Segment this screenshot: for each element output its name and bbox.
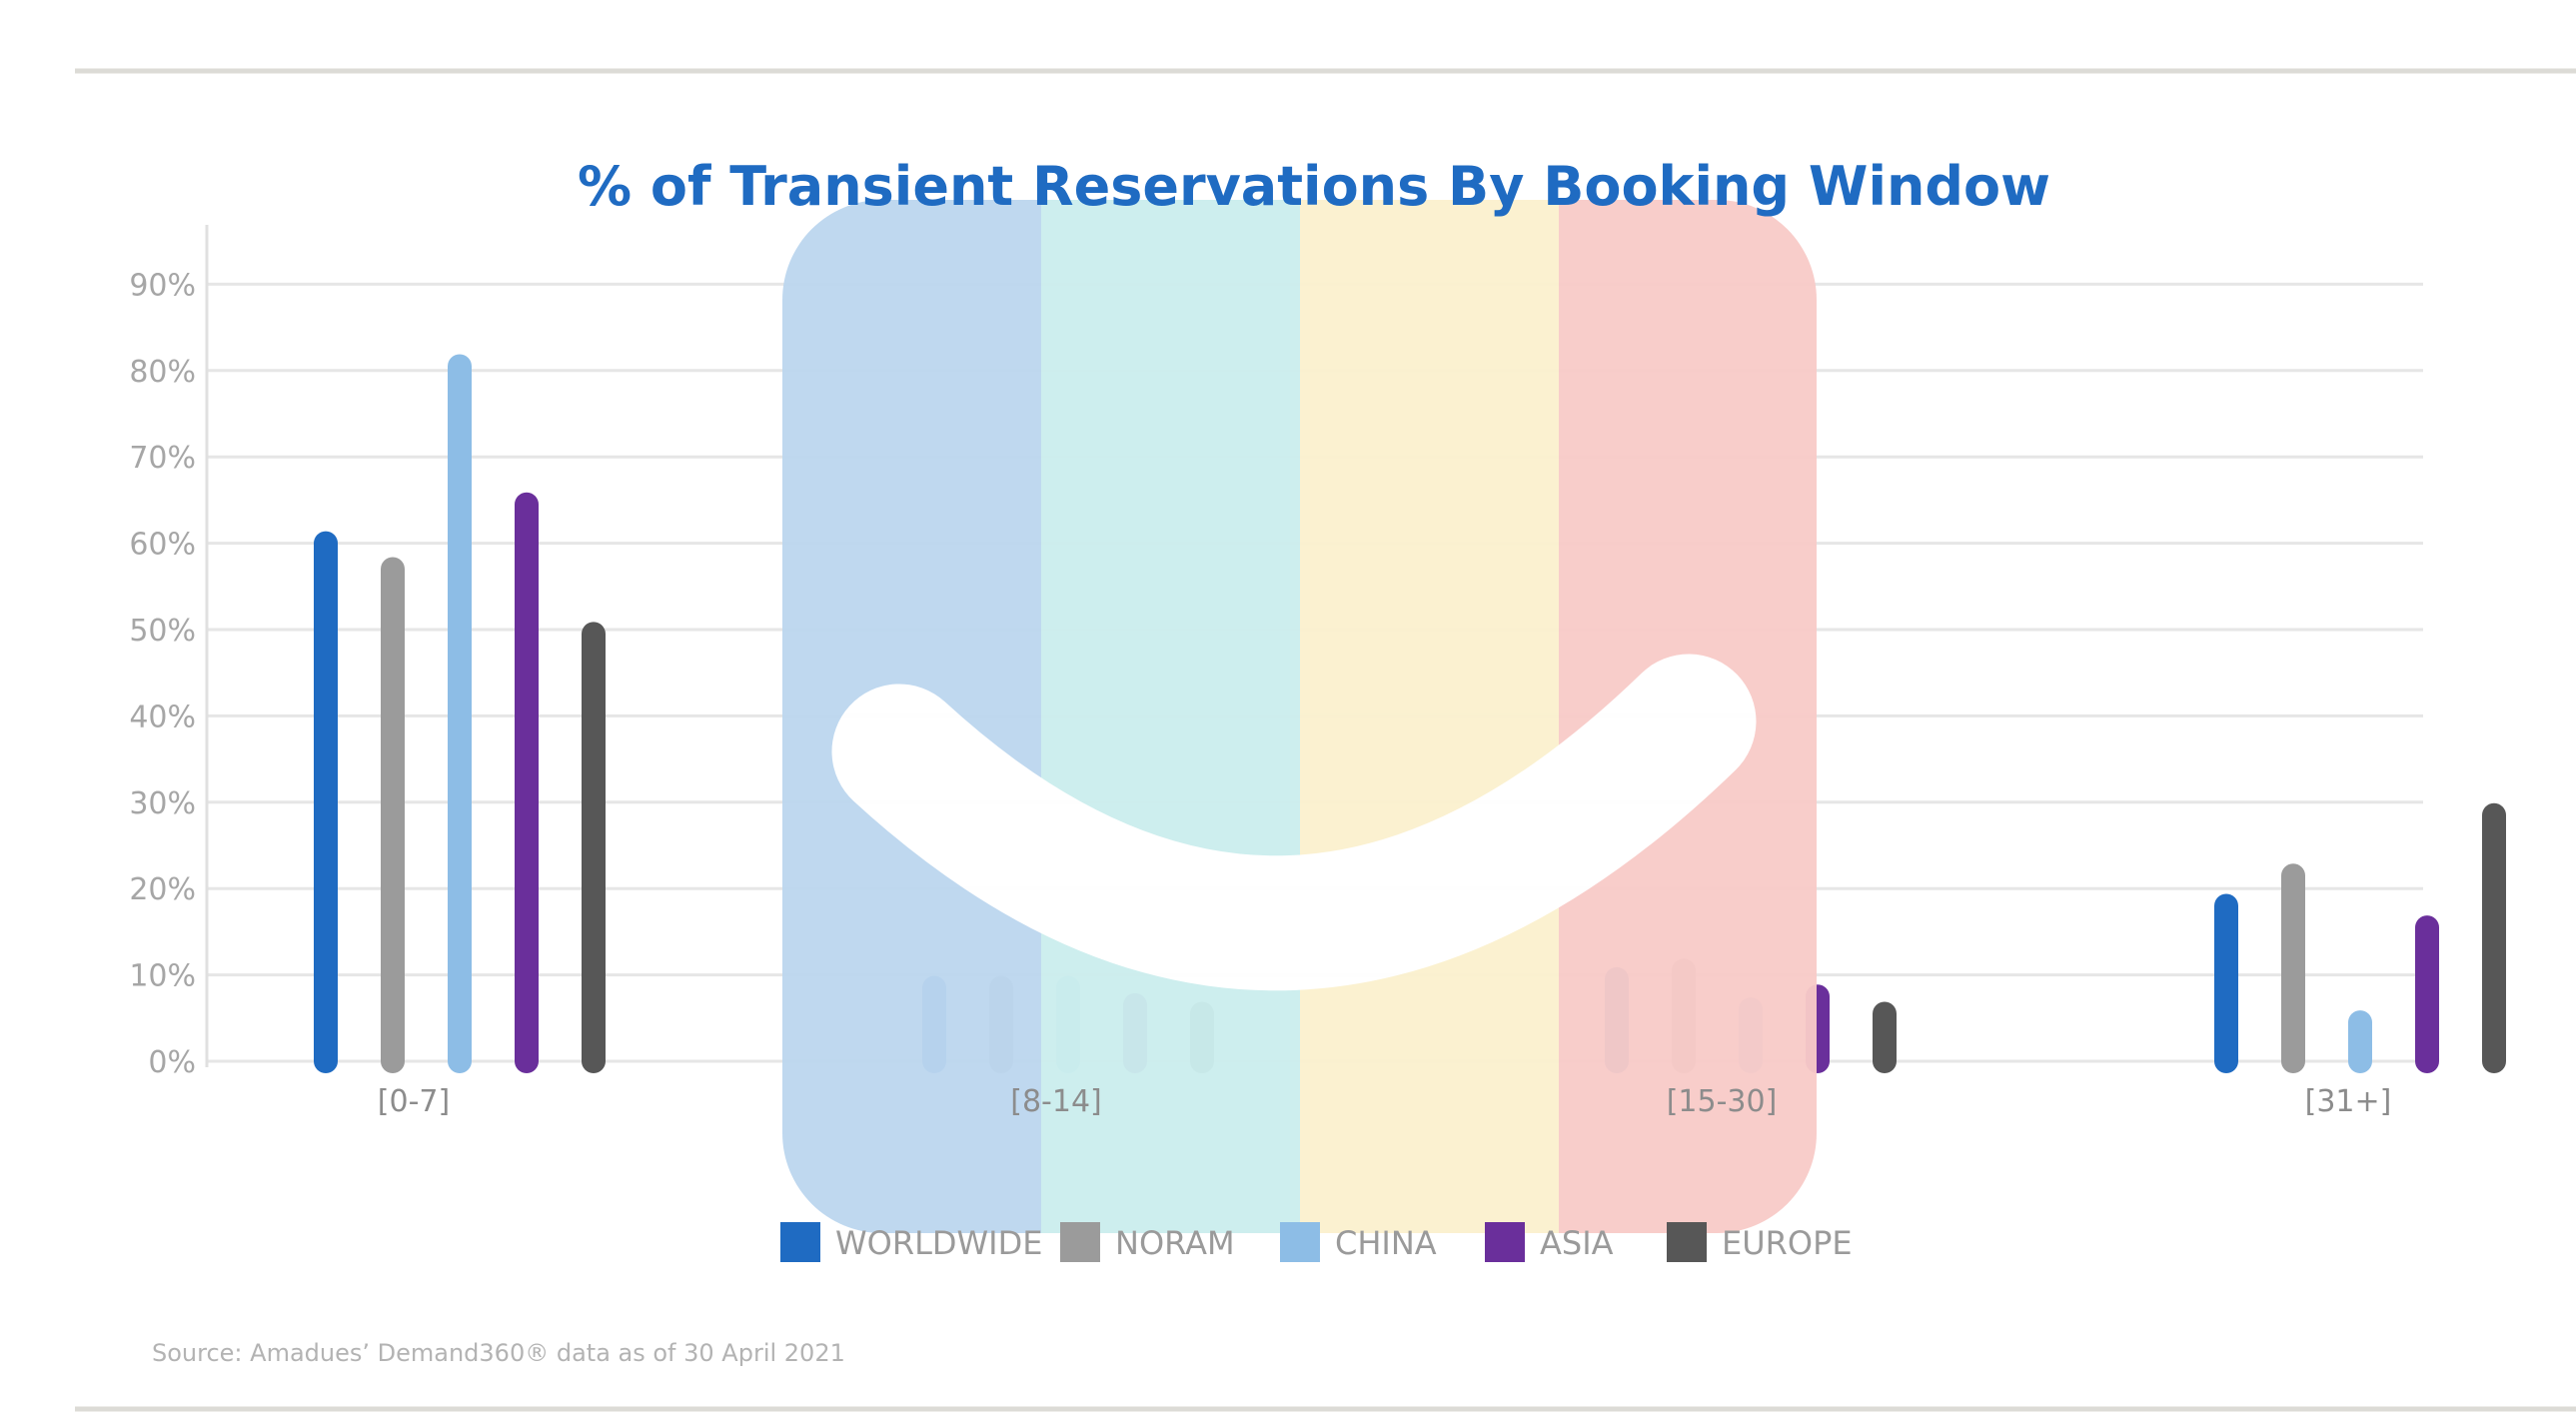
legend-swatch [1060, 1222, 1100, 1262]
x-tick-label: [15-30] [1667, 1084, 1778, 1119]
y-tick-label: 20% [129, 872, 196, 907]
y-tick-label: 70% [129, 441, 196, 476]
legend-swatch [1667, 1222, 1707, 1262]
y-tick-label: 10% [129, 959, 196, 994]
legend-label: WORLDWIDE [835, 1224, 1042, 1262]
legend-label: NORAM [1115, 1224, 1235, 1262]
y-tick-label: 60% [129, 528, 196, 563]
y-tick-label: 40% [129, 700, 196, 734]
y-tick-label: 30% [129, 786, 196, 821]
y-tick-label: 90% [129, 268, 196, 303]
legend-swatch [780, 1222, 820, 1262]
x-tick-label: [0-7] [378, 1084, 450, 1119]
legend-label: ASIA [1540, 1224, 1614, 1262]
source-note: Source: Amadues’ Demand360® data as of 3… [152, 1339, 845, 1367]
y-tick-label: 50% [129, 614, 196, 649]
legend-swatch [1485, 1222, 1525, 1262]
legend-swatch [1280, 1222, 1320, 1262]
legend: WORLDWIDE NORAM CHINA ASIA EUROPE [780, 1222, 1853, 1262]
legend-label: CHINA [1335, 1224, 1437, 1262]
chart-title: % of Transient Reservations By Booking W… [578, 155, 2050, 218]
x-tick-label: [8-14] [1010, 1084, 1102, 1119]
y-tick-label: 80% [129, 355, 196, 390]
y-tick-label: 0% [148, 1045, 196, 1080]
legend-label: EUROPE [1722, 1224, 1853, 1262]
x-tick-label: [31+] [2305, 1084, 2392, 1119]
smiley-logo-icon [782, 200, 1817, 1233]
y-axis-ticks: 0% 10% 20% 30% 40% 50% 60% 70% 80% 90% [129, 268, 196, 1080]
